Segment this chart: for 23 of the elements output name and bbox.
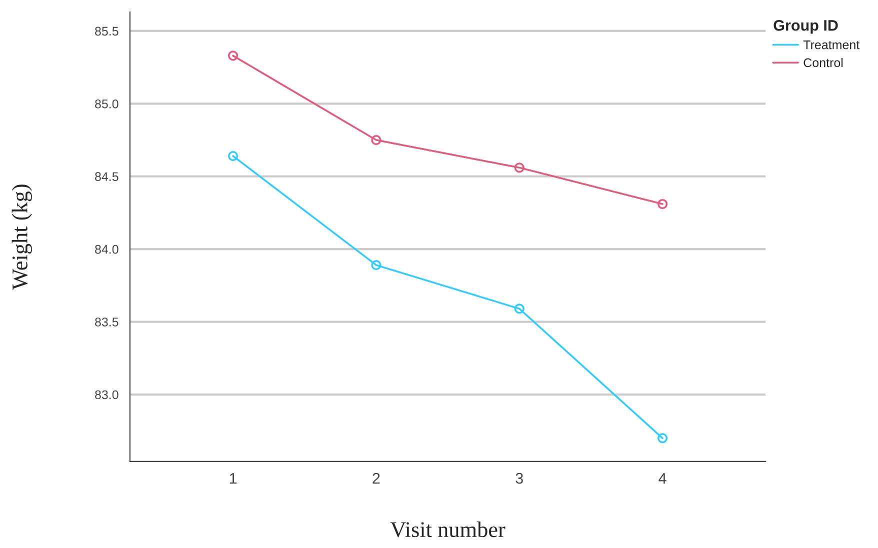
y-tick-label: 84.5 [95, 172, 118, 182]
point [228, 150, 238, 162]
point [228, 50, 238, 61]
legend-label: Treatment [803, 40, 860, 50]
y-tick-label: 84.0 [95, 244, 118, 254]
point [657, 198, 668, 210]
x-axis-title: Visit number [390, 521, 506, 538]
x-tick-label: 2 [372, 472, 380, 484]
point [371, 260, 382, 270]
y-tick-label: 85.0 [95, 99, 118, 108]
y-tick-label: 83.0 [95, 390, 118, 400]
y-tick-label: 83.5 [95, 318, 118, 326]
legend-title: Group ID [774, 20, 838, 34]
legend-label: Control [804, 58, 843, 68]
x-tick-label: 3 [516, 472, 523, 484]
point [371, 134, 382, 146]
y-axis-title: Weight (kg) [12, 184, 32, 290]
point [514, 304, 524, 314]
point [657, 433, 668, 444]
y-tick-label: 85.5 [95, 26, 118, 36]
point [514, 162, 524, 173]
x-tick-label: 1 [230, 473, 237, 484]
x-tick-label: 4 [658, 473, 666, 484]
